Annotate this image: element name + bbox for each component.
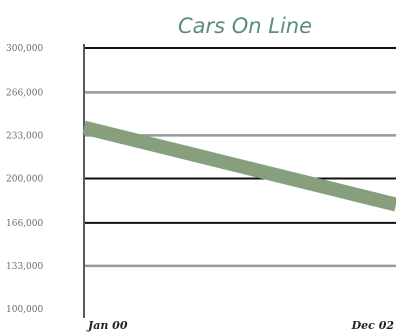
series-layer [82,120,396,212]
y-axis-tick-labels: 100,000 133,000 166,000 200,000 233,000 266,0… [6,44,43,315]
y-tick-label: 300,000 [6,44,43,54]
x-axis-tick-labels: Jan 00 Dec 02 [86,319,394,332]
x-tick-label: Jan 00 [86,319,128,332]
series-line [82,120,396,212]
y-tick-label: 233,000 [6,131,43,141]
gridlines [84,47,396,268]
y-tick-label: 200,000 [6,175,43,185]
y-tick-label: 266,000 [6,88,43,98]
x-tick-label: Dec 02 [351,319,395,332]
chart-title: Cars On Line [178,14,312,38]
y-tick-label: 133,000 [6,262,43,272]
y-tick-label: 100,000 [6,305,43,315]
y-tick-label: 166,000 [6,219,43,229]
